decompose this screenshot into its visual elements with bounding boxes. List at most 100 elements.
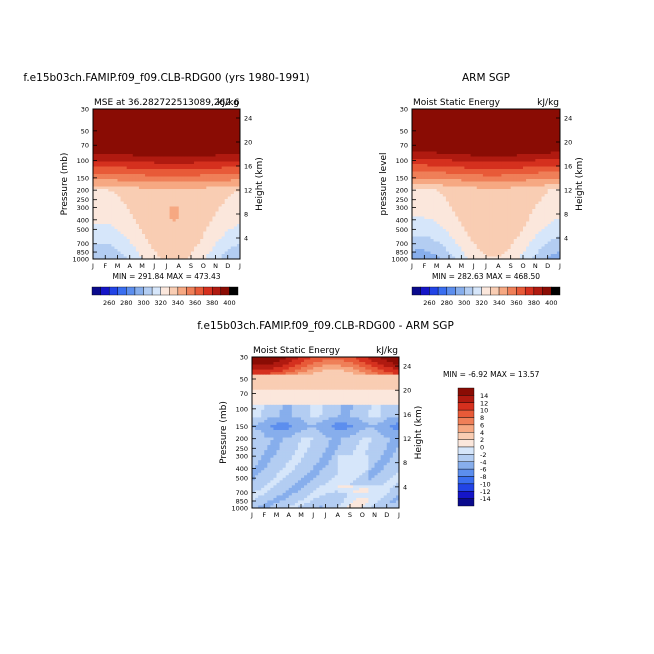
field-cell bbox=[151, 221, 155, 225]
field-cell bbox=[157, 114, 161, 117]
field-cell bbox=[449, 171, 453, 175]
field-cell bbox=[157, 209, 161, 212]
field-cell bbox=[187, 136, 192, 140]
field-cell bbox=[181, 144, 186, 147]
field-cell bbox=[206, 234, 210, 237]
field-cell bbox=[544, 169, 549, 172]
field-cell bbox=[129, 194, 134, 197]
field-cell bbox=[203, 181, 207, 185]
field-cell bbox=[227, 189, 232, 192]
field-cell bbox=[476, 204, 481, 207]
field-cell bbox=[547, 151, 552, 155]
field-cell bbox=[439, 141, 444, 145]
field-cell bbox=[172, 244, 177, 247]
field-cell bbox=[556, 194, 561, 197]
field-cell bbox=[529, 184, 533, 187]
field-cell bbox=[421, 194, 425, 197]
field-cell bbox=[117, 174, 121, 177]
field-cell bbox=[424, 124, 428, 127]
field-cell bbox=[424, 179, 428, 182]
field-cell bbox=[544, 151, 549, 155]
field-cell bbox=[221, 121, 226, 125]
field-cell bbox=[181, 136, 186, 140]
field-cell bbox=[138, 236, 143, 240]
field-cell bbox=[541, 136, 545, 140]
field-cell bbox=[233, 116, 238, 120]
field-cell bbox=[427, 199, 431, 202]
field-cell bbox=[523, 194, 527, 197]
field-cell bbox=[224, 246, 229, 250]
field-cell bbox=[433, 161, 438, 165]
field-cell bbox=[114, 171, 118, 175]
field-cell bbox=[145, 151, 149, 155]
field-cell bbox=[184, 116, 189, 120]
field-cell bbox=[194, 204, 198, 207]
field-cell bbox=[206, 246, 210, 250]
field-cell bbox=[526, 184, 530, 187]
field-cell bbox=[442, 191, 447, 195]
field-cell bbox=[233, 171, 238, 175]
field-cell bbox=[206, 241, 210, 245]
field-cell bbox=[169, 121, 174, 125]
field-cell bbox=[129, 199, 134, 202]
field-cell bbox=[455, 189, 459, 192]
field-cell bbox=[96, 216, 100, 220]
field-cell bbox=[114, 194, 118, 197]
field-cell bbox=[433, 111, 438, 115]
field-cell bbox=[418, 184, 422, 187]
field-cell bbox=[206, 181, 210, 185]
field-cell bbox=[93, 256, 97, 260]
field-cell bbox=[200, 239, 204, 242]
field-cell bbox=[184, 171, 189, 175]
field-cell bbox=[470, 174, 475, 177]
field-cell bbox=[105, 179, 109, 182]
field-cell bbox=[212, 131, 216, 135]
field-cell bbox=[197, 179, 201, 182]
field-cell bbox=[126, 189, 131, 192]
field-cell bbox=[458, 171, 462, 175]
field-cell bbox=[233, 179, 238, 182]
x-tick-label: N bbox=[213, 262, 218, 270]
field-cell bbox=[464, 146, 468, 150]
field-cell bbox=[93, 164, 97, 167]
field-cell bbox=[550, 209, 555, 212]
field-cell bbox=[532, 209, 536, 212]
field-cell bbox=[132, 221, 137, 225]
field-cell bbox=[178, 126, 183, 130]
field-cell bbox=[120, 239, 125, 242]
field-cell bbox=[197, 221, 201, 225]
field-cell bbox=[516, 174, 521, 177]
field-cell bbox=[412, 146, 416, 150]
field-cell bbox=[96, 166, 100, 170]
field-cell bbox=[464, 134, 468, 137]
field-cell bbox=[96, 221, 100, 225]
field-cell bbox=[529, 199, 533, 202]
field-cell bbox=[501, 116, 505, 120]
field-cell bbox=[203, 134, 207, 137]
field-cell bbox=[166, 194, 170, 197]
field-cell bbox=[523, 186, 527, 190]
field-cell bbox=[504, 156, 508, 160]
field-cell bbox=[93, 149, 97, 152]
field-cell bbox=[197, 224, 201, 227]
field-cell bbox=[142, 171, 146, 175]
field-cell bbox=[461, 154, 465, 157]
field-cell bbox=[187, 179, 192, 182]
field-cell bbox=[227, 136, 232, 140]
field-cell bbox=[203, 124, 207, 127]
field-cell bbox=[498, 186, 502, 190]
field-cell bbox=[495, 196, 499, 200]
field-cell bbox=[442, 166, 447, 170]
field-cell bbox=[439, 194, 444, 197]
field-cell bbox=[489, 121, 493, 125]
field-cell bbox=[138, 201, 143, 205]
field-cell bbox=[476, 209, 481, 212]
field-cell bbox=[132, 154, 137, 157]
field-cell bbox=[464, 139, 468, 142]
field-cell bbox=[224, 151, 229, 155]
field-cell bbox=[184, 219, 189, 222]
field-cell bbox=[486, 129, 490, 132]
field-cell bbox=[455, 124, 459, 127]
field-cell bbox=[132, 194, 137, 197]
field-cell bbox=[96, 241, 100, 245]
